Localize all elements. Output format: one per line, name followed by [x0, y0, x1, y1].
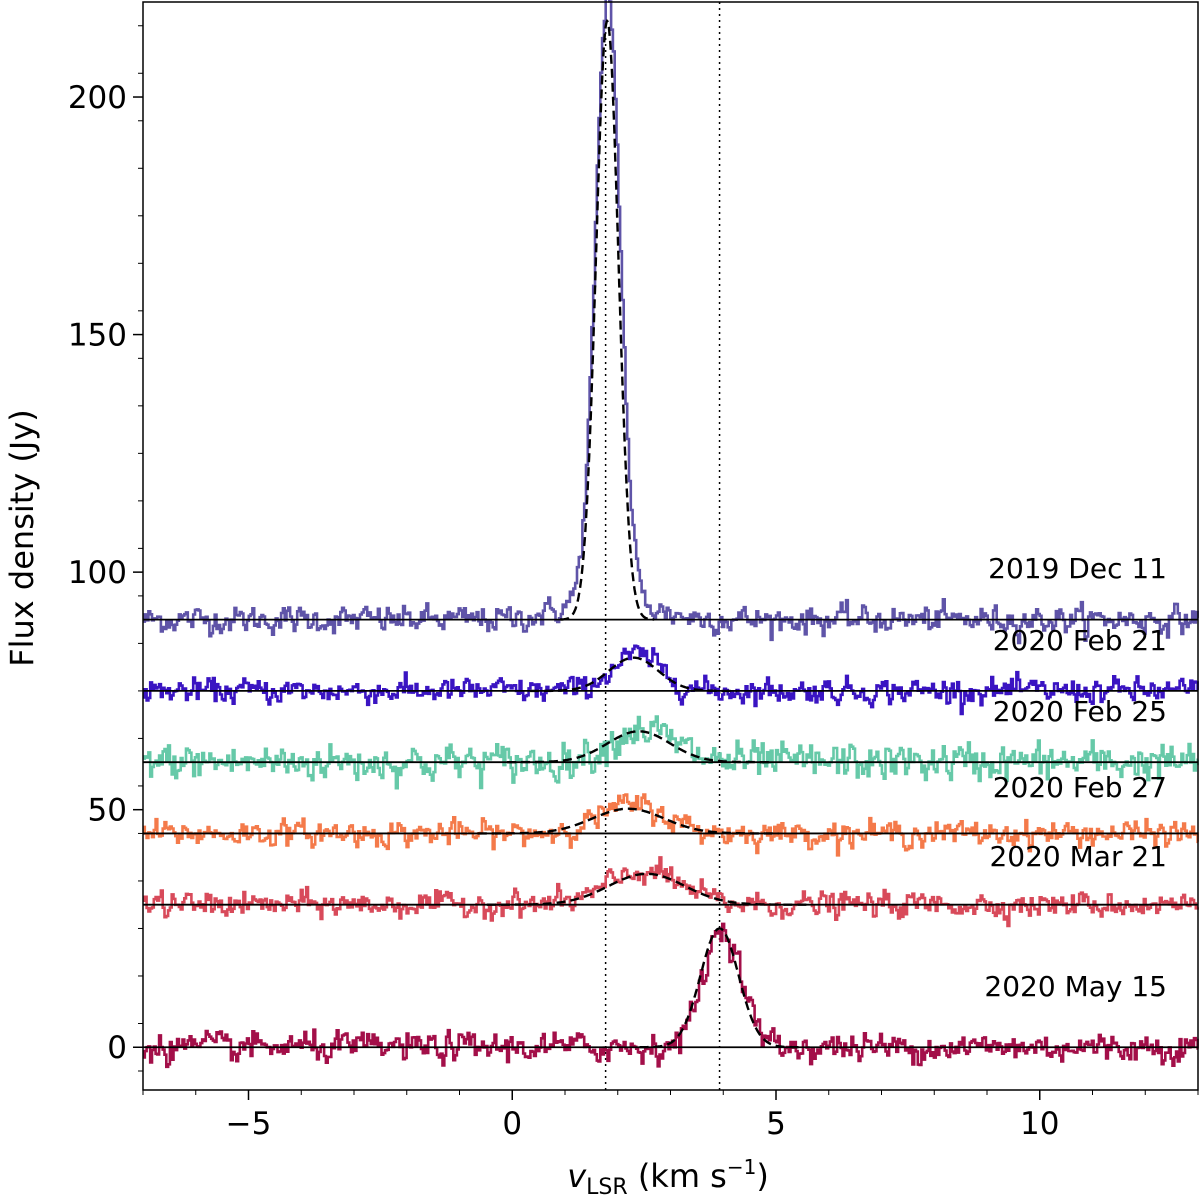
epoch-label-4: 2020 Mar 21 — [989, 840, 1167, 873]
epoch-labels: 2019 Dec 11 2020 Feb 21 2020 Feb 25 2020 Fe… — [984, 552, 1167, 1003]
spectrum-line-2 — [143, 715, 1199, 790]
x-axis-unit-prefix: (km s — [628, 1157, 727, 1195]
y-tick-label-0: 0 — [107, 1030, 127, 1066]
y-tick-label-1: 50 — [88, 793, 127, 829]
spectrum-line-4 — [143, 856, 1199, 928]
reference-velocity-lines — [604, 2, 721, 1090]
x-tick-label-3: 10 — [1020, 1106, 1059, 1142]
x-axis-subscript: LSR — [586, 1175, 628, 1199]
y-axis-label: Flux density (Jy) — [3, 409, 41, 667]
epoch-label-3: 2020 Feb 27 — [993, 771, 1167, 804]
x-tick-label-1: 0 — [502, 1106, 522, 1142]
epoch-label-1: 2020 Feb 21 — [993, 624, 1167, 657]
epoch-label-0: 2019 Dec 11 — [988, 552, 1167, 585]
fit-line-0 — [559, 19, 655, 621]
fit-line-5 — [639, 927, 800, 1049]
epoch-label-5: 2020 May 15 — [984, 970, 1167, 1003]
x-axis-symbol: v — [567, 1157, 587, 1195]
y-tick-label-2: 100 — [68, 555, 127, 591]
x-axis-label: vLSR (km s−1) — [567, 1155, 769, 1199]
x-axis-unit-exponent: −1 — [727, 1155, 756, 1179]
epoch-label-2: 2020 Feb 25 — [993, 695, 1167, 728]
y-tick-label-4: 200 — [68, 80, 127, 116]
plot-frame — [142, 1, 1199, 1091]
spectrum-line-5 — [143, 922, 1199, 1069]
spectra-series — [143, 0, 1199, 1069]
x-tick-label-0: −5 — [226, 1106, 272, 1142]
x-axis-unit-suffix: ) — [756, 1157, 768, 1195]
y-tick-label-3: 150 — [68, 318, 127, 354]
baseline-lines — [143, 618, 1198, 1049]
x-tick-label-2: 5 — [766, 1106, 786, 1142]
spectrum-line-0 — [143, 0, 1199, 645]
